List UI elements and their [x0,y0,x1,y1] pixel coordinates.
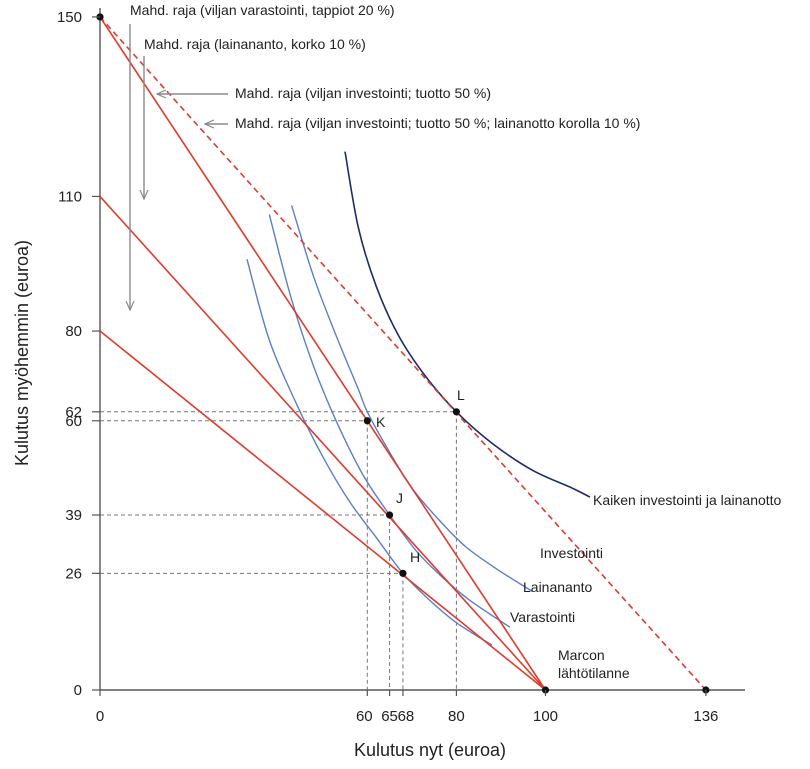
point-h [399,569,407,577]
curve-label-investment: Investointi [540,545,603,561]
frontier-label-lending: Mahd. raja (lainananto, korko 10 %) [144,36,366,52]
point-j [385,511,394,519]
x-tick-labels: 0 60 65 68 80 100 136 [96,690,718,725]
frontier-lending [99,195,547,691]
frontier-label-investment: Mahd. raja (viljan investointi; tuotto 5… [235,85,491,101]
x-tick-label: 136 [693,708,718,725]
point-k [363,417,371,425]
x-tick-label: 65 [381,708,398,725]
x-tick-label: 0 [96,708,104,725]
curve-label-all-investment-borrowing: Kaiken investointi ja lainanotto [593,492,782,508]
points [96,13,710,694]
y-tick-label: 110 [58,188,82,205]
point-label-j: J [396,490,403,506]
y-tick-label: 60 [65,413,82,430]
frontier-investment-borrowing [99,16,707,691]
start-label-line2: lähtötilanne [558,665,630,681]
frontier-investment [99,16,547,691]
x-tick-label: 60 [356,708,373,725]
y-tick-label: 39 [65,507,82,524]
axes [99,8,745,691]
y-axis-title: Kulutus myöhemmin (euroa) [12,240,32,466]
x-axis-title: Kulutus nyt (euroa) [354,740,506,760]
frontier-label-storage: Mahd. raja (viljan varastointi, tappiot … [130,2,395,18]
frontier-storage [99,330,547,691]
x-tick-label: 100 [533,708,558,725]
y-tick-label: 150 [57,9,82,26]
y-tick-label: 62 [65,404,82,421]
point-label-h: H [410,549,420,565]
y-tick-label: 80 [65,323,82,340]
point-label-k: K [376,414,386,430]
indifference-curve-storage [246,259,493,646]
y-tick-label: 26 [65,565,82,582]
y-tick-label: 0 [74,682,82,699]
start-label-line1: Marcon [558,647,605,663]
indifference-curve-investment [290,205,533,592]
point-label-l: L [457,387,465,403]
indifference-curves [246,151,591,646]
point-l [452,408,460,416]
x-tick-label: 68 [398,708,415,725]
curve-label-lending: Lainananto [523,579,593,595]
frontier-label-investment-borrowing: Mahd. raja (viljan investointi; tuotto 5… [235,115,640,131]
guide-lines [100,411,457,690]
indifference-curve-all [344,151,591,498]
feasible-frontiers [99,16,707,691]
curve-label-storage: Varastointi [510,609,575,625]
x-tick-label: 80 [448,708,465,725]
annotation-arrows [130,24,228,310]
